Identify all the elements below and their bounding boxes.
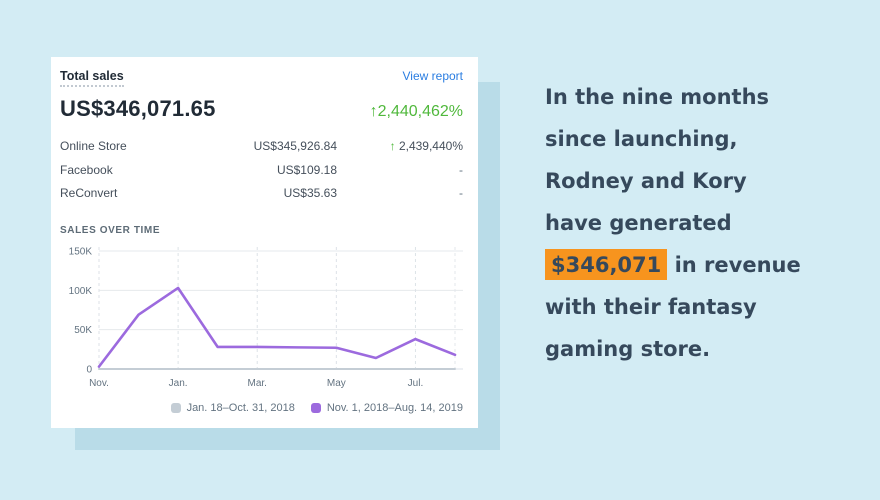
up-arrow-icon: ↑ bbox=[389, 139, 396, 153]
total-amount: US$346,071.65 bbox=[60, 96, 216, 121]
legend-label: Jan. 18–Oct. 31, 2018 bbox=[186, 401, 295, 414]
previous-period-swatch-icon bbox=[170, 402, 181, 413]
svg-text:May: May bbox=[327, 378, 346, 389]
svg-text:Jan.: Jan. bbox=[169, 378, 188, 389]
svg-text:Nov.: Nov. bbox=[89, 378, 109, 389]
chart-legend: Jan. 18–Oct. 31, 2018 Nov. 1, 2018–Aug. … bbox=[60, 402, 463, 414]
table-row: ReConvert US$35.63 - bbox=[60, 186, 463, 210]
legend-label: Nov. 1, 2018–Aug. 14, 2019 bbox=[326, 401, 463, 414]
current-period-swatch-icon bbox=[310, 402, 321, 413]
channel-label: Online Store bbox=[60, 139, 127, 153]
svg-text:Mar.: Mar. bbox=[247, 378, 266, 389]
svg-text:50K: 50K bbox=[74, 325, 92, 336]
channel-label: ReConvert bbox=[60, 186, 118, 200]
channel-delta: ↑ 2,439,440% bbox=[337, 139, 463, 153]
svg-text:150K: 150K bbox=[69, 246, 93, 257]
svg-text:0: 0 bbox=[86, 364, 92, 375]
channel-value: US$345,926.84 bbox=[253, 139, 337, 153]
caption-before: In the nine months since launching, Rodn… bbox=[545, 85, 770, 235]
channel-value: US$109.18 bbox=[276, 162, 337, 177]
up-arrow-icon: ↑ bbox=[369, 103, 378, 120]
total-sales-card: Total sales View report US$346,071.65 ↑2… bbox=[51, 57, 478, 428]
channel-value: US$35.63 bbox=[283, 186, 337, 200]
table-row: Facebook US$109.18 - bbox=[60, 163, 463, 187]
total-delta-value: 2,440,462% bbox=[377, 103, 463, 120]
channel-delta: - bbox=[459, 162, 463, 177]
sales-over-time-chart: 150K 100K 50K 0 Nov. Jan. Mar. May Jul. bbox=[69, 246, 463, 389]
svg-text:100K: 100K bbox=[69, 285, 93, 296]
channel-delta-value: 2,439,440% bbox=[398, 139, 463, 153]
sales-channel-list: Online Store US$345,926.84 ↑ 2,439,440% … bbox=[60, 139, 463, 210]
caption-after: in revenue with their fantasy gaming sto… bbox=[545, 253, 801, 361]
total-amount-row: US$346,071.65 ↑2,440,462% bbox=[60, 96, 463, 122]
channel-label: Facebook bbox=[60, 162, 113, 177]
card-header: Total sales View report bbox=[60, 69, 463, 87]
legend-item-previous-period[interactable]: Jan. 18–Oct. 31, 2018 bbox=[170, 401, 295, 414]
total-delta: ↑2,440,462% bbox=[370, 103, 463, 121]
chart-section-title: SALES OVER TIME bbox=[60, 224, 161, 236]
chart-wrap: 150K 100K 50K 0 Nov. Jan. Mar. May Jul. bbox=[60, 240, 463, 401]
legend-item-current-period[interactable]: Nov. 1, 2018–Aug. 14, 2019 bbox=[310, 401, 463, 414]
caption-highlight: $346,071 bbox=[545, 249, 668, 280]
table-row: Online Store US$345,926.84 ↑ 2,439,440% bbox=[60, 139, 463, 163]
channel-delta: - bbox=[459, 186, 463, 200]
view-report-link[interactable]: View report bbox=[402, 69, 463, 83]
svg-text:Jul.: Jul. bbox=[408, 378, 424, 389]
card-title: Total sales bbox=[60, 69, 124, 87]
caption-text: In the nine months since launching, Rodn… bbox=[545, 76, 803, 370]
